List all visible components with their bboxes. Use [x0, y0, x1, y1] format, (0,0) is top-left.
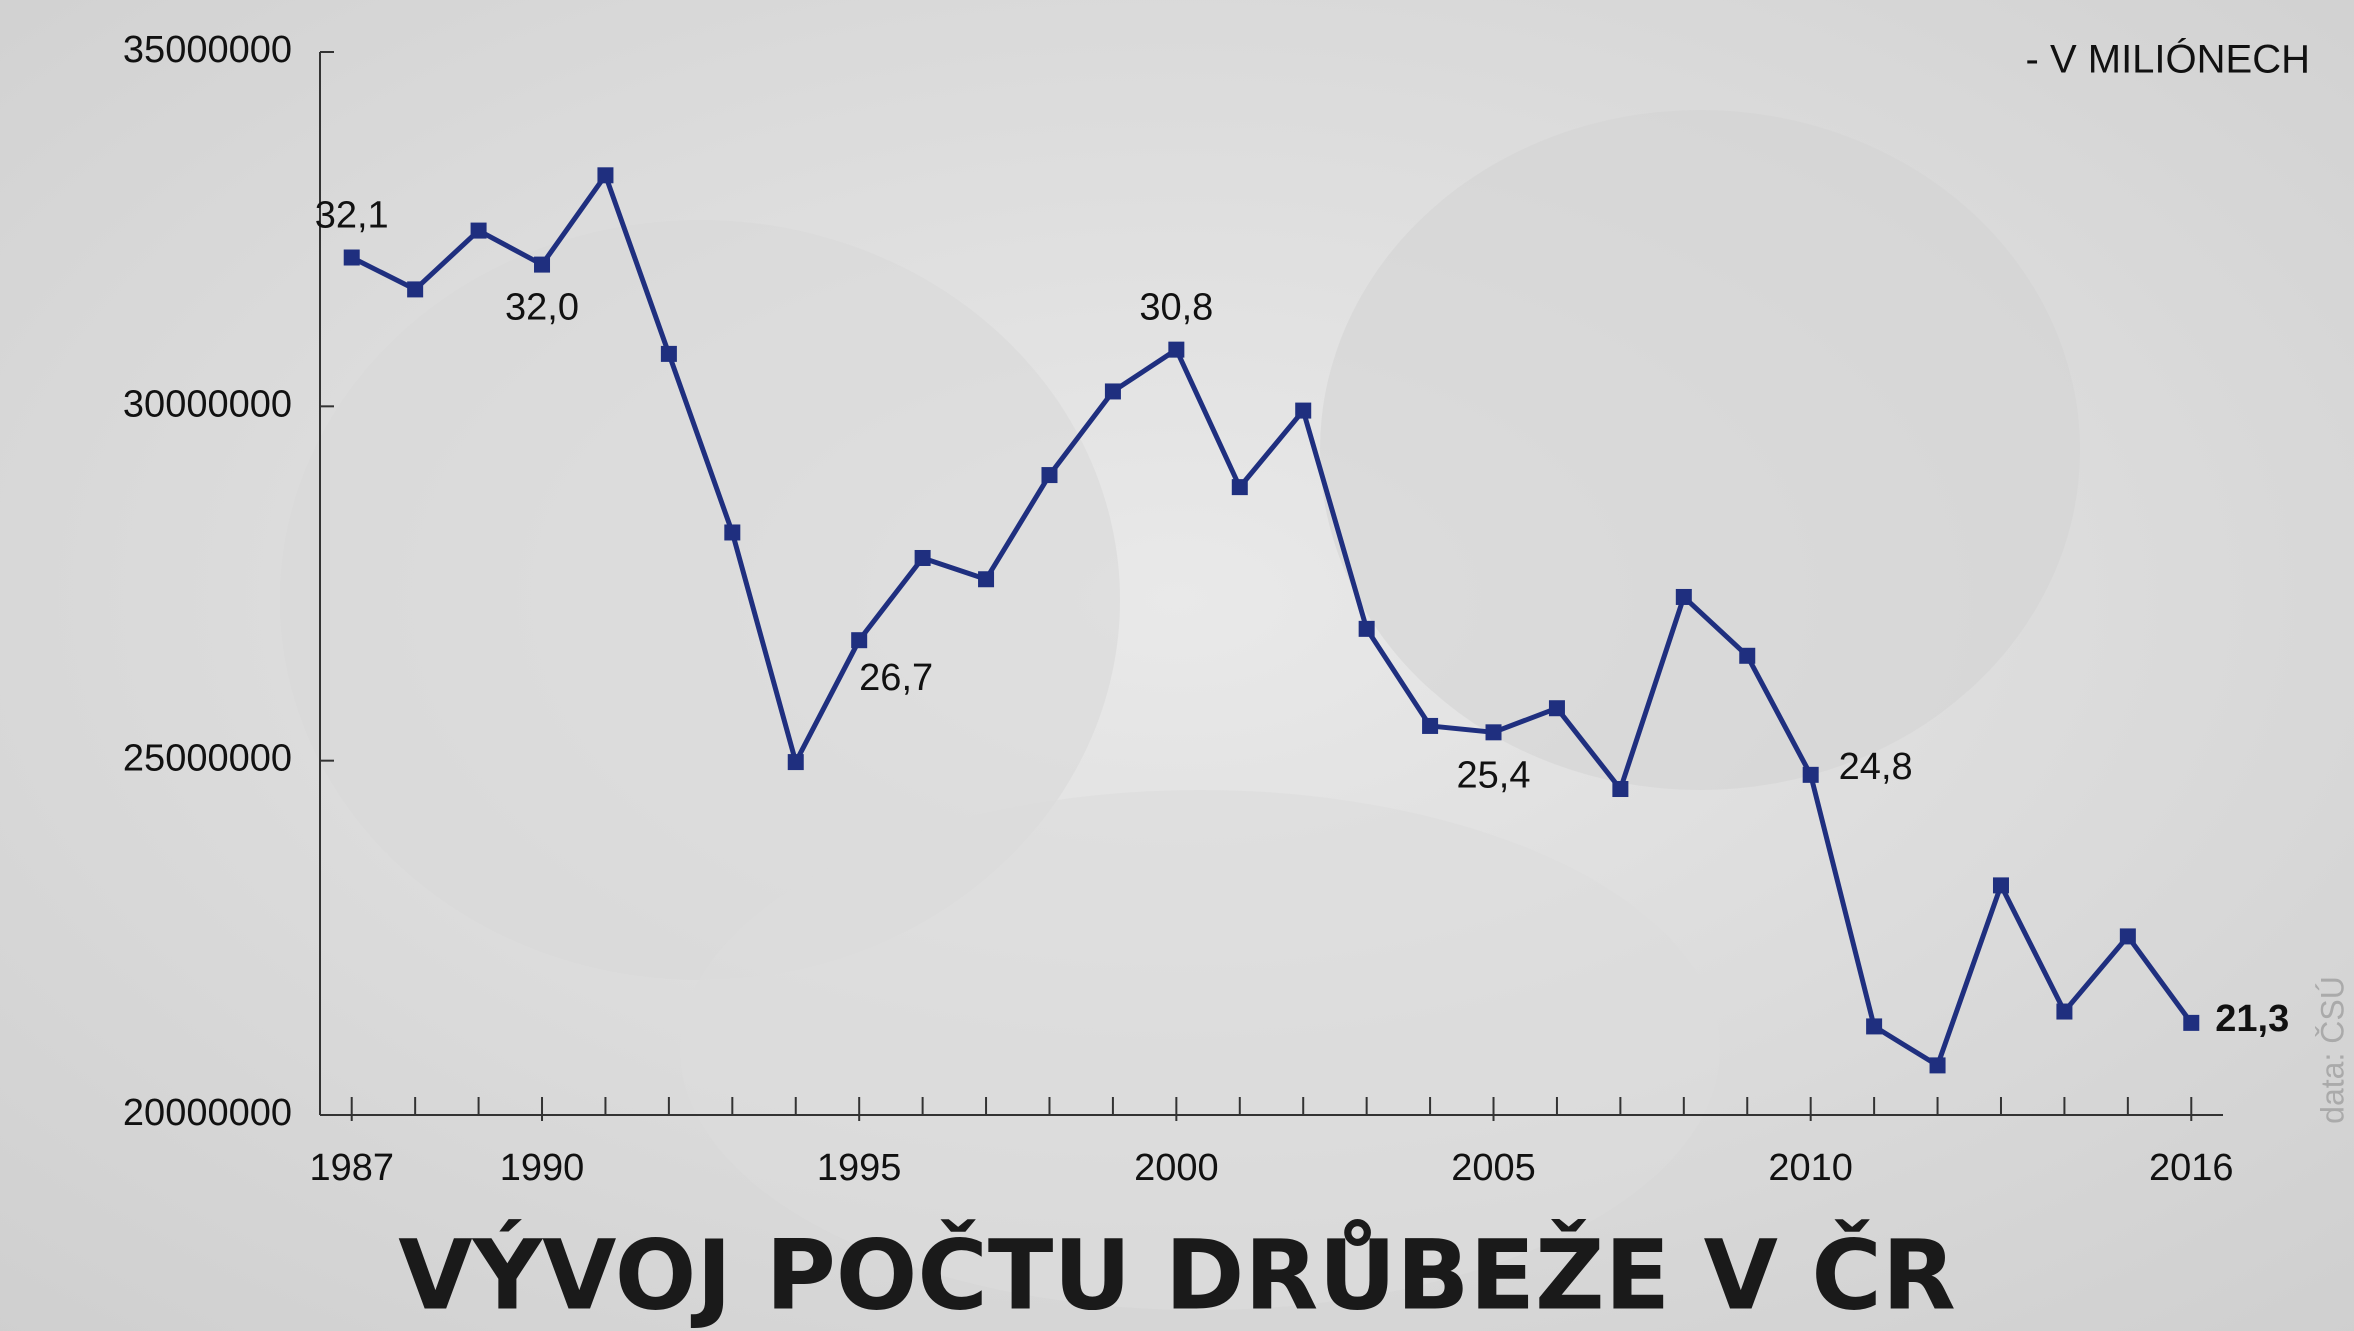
- point: [1993, 877, 2009, 893]
- value-label: 25,4: [1457, 754, 1531, 796]
- point: [471, 223, 487, 239]
- value-label: 24,8: [1839, 746, 1913, 788]
- y-tick-label: 35000000: [123, 29, 292, 71]
- point: [1041, 467, 1057, 483]
- chart-title: VÝVOJ POČTU DRŮBEŽE V ČR: [398, 1218, 1955, 1331]
- point: [2183, 1015, 2199, 1031]
- point: [1295, 403, 1311, 419]
- x-tick-label: 2016: [2149, 1147, 2234, 1189]
- annotation: - V MILIÓNECH: [2026, 37, 2310, 82]
- x-tick-label: 1995: [817, 1147, 902, 1189]
- x-tick-label: 1987: [309, 1147, 394, 1189]
- point: [597, 167, 613, 183]
- point: [915, 550, 931, 566]
- value-label: 32,0: [505, 287, 579, 329]
- point: [1803, 767, 1819, 783]
- x-tick-label: 2010: [1768, 1147, 1853, 1189]
- x-tick-label: 2005: [1451, 1147, 1536, 1189]
- point: [1105, 383, 1121, 399]
- point: [1866, 1018, 1882, 1034]
- point: [2056, 1004, 2072, 1020]
- point: [1549, 700, 1565, 716]
- y-tick-label: 30000000: [123, 383, 292, 425]
- point: [344, 250, 360, 266]
- source: data: ČSÚ: [2314, 976, 2350, 1124]
- value-label: 32,1: [315, 195, 389, 237]
- y-tick-label: 20000000: [123, 1092, 292, 1134]
- point: [978, 571, 994, 587]
- point: [851, 632, 867, 648]
- point: [1422, 718, 1438, 734]
- point: [661, 346, 677, 362]
- chart: - V MILIÓNECH data: ČSÚ VÝVOJ POČTU DRŮB…: [0, 0, 2354, 1331]
- point: [1930, 1057, 1946, 1073]
- value-label: 26,7: [859, 657, 933, 699]
- photo-shape: [1320, 110, 2080, 790]
- y-tick-label: 25000000: [123, 738, 292, 780]
- point: [1168, 342, 1184, 358]
- point: [1612, 781, 1628, 797]
- point: [2120, 928, 2136, 944]
- point: [534, 257, 550, 273]
- value-label: 30,8: [1139, 287, 1213, 329]
- point: [407, 281, 423, 297]
- point: [1359, 621, 1375, 637]
- x-tick-label: 2000: [1134, 1147, 1219, 1189]
- point: [1232, 479, 1248, 495]
- point: [1739, 648, 1755, 664]
- point: [1676, 589, 1692, 605]
- point: [788, 754, 804, 770]
- point: [724, 524, 740, 540]
- point: [1486, 724, 1502, 740]
- page: - V MILIÓNECH data: ČSÚ VÝVOJ POČTU DRŮB…: [0, 0, 2354, 1331]
- value-label: 21,3: [2215, 998, 2289, 1040]
- x-tick-label: 1990: [500, 1147, 585, 1189]
